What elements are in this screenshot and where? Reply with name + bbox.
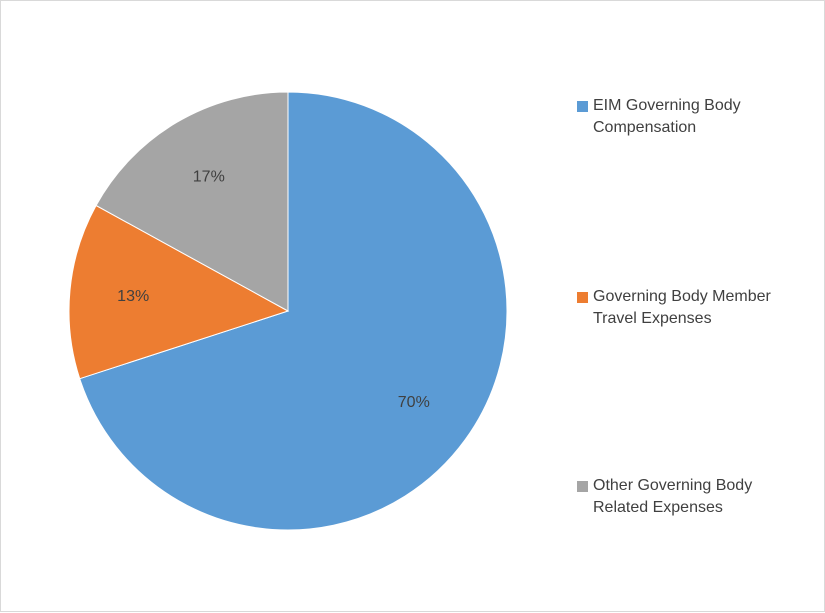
legend-label: Other Governing Body Related Expenses: [593, 475, 752, 519]
data-label-eim-compensation: 70%: [398, 394, 430, 411]
legend-item-other-expenses: Other Governing Body Related Expenses: [577, 477, 822, 519]
pie-slice-other-expenses: [95, 91, 289, 312]
data-label-other-expenses: 17%: [193, 169, 225, 186]
legend-label-line: Related Expenses: [593, 499, 723, 516]
pie-data-labels: 70% 13% 17%: [117, 169, 430, 411]
legend-label-line: Governing Body Member: [593, 288, 771, 305]
legend-label: EIM Governing Body Compensation: [593, 95, 741, 139]
legend-item-travel-expenses: Governing Body Member Travel Expenses: [577, 288, 822, 330]
data-label-travel-expenses: 13%: [117, 288, 149, 305]
legend-item-eim-compensation: EIM Governing Body Compensation: [577, 97, 822, 139]
legend-label-line: Compensation: [593, 119, 697, 136]
pie-slice-travel-expenses: [68, 204, 290, 380]
legend-swatch: [577, 101, 588, 112]
legend-label: Governing Body Member Travel Expenses: [593, 286, 771, 330]
pie-slice-eim-compensation: [79, 91, 508, 531]
legend-label-line: EIM Governing Body: [593, 97, 741, 114]
legend-label-line: Other Governing Body: [593, 477, 753, 494]
legend-swatch: [577, 292, 588, 303]
legend-swatch: [577, 481, 588, 492]
legend-label-line: Travel Expenses: [593, 310, 712, 327]
pie-slices: [68, 91, 508, 531]
